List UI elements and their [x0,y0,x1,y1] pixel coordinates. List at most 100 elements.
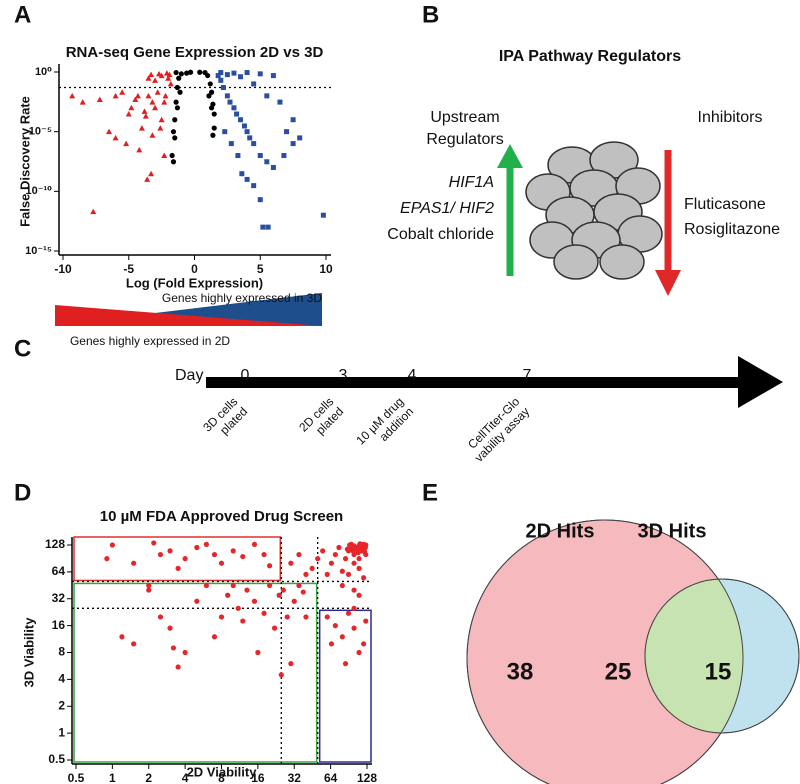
point [167,625,173,631]
x-tick-label: 128 [357,771,377,784]
point [163,70,170,76]
point [270,73,276,79]
point [165,75,172,81]
point [351,625,357,631]
point [123,140,130,147]
regulator: Cobalt chloride [387,226,494,243]
point [154,89,161,95]
point [170,645,177,651]
x-tick-label: 4 [182,771,189,784]
point [280,587,286,593]
point [224,93,230,99]
point [238,117,244,123]
down-arrow [655,150,681,296]
point [173,99,179,105]
panel-label: E [422,479,438,506]
point [324,571,330,577]
y-tick-label: 4 [58,672,65,686]
point [231,105,237,111]
point [146,587,152,593]
point [109,542,115,548]
point [351,605,357,611]
point [144,176,151,182]
point [278,672,284,678]
point [320,548,326,554]
point [211,634,218,640]
point [218,560,225,566]
y-tick-label: 64 [52,564,66,578]
point [339,568,345,574]
point [239,171,245,177]
point [222,129,228,135]
panel-label: A [14,1,31,28]
point [169,152,175,159]
x-tick-label: 8 [218,771,225,784]
y-tick-label: 10⁰ [35,66,52,78]
day: 3 [339,367,348,384]
point [106,128,113,135]
point [207,81,213,87]
point [208,105,215,111]
x-tick-label: -10 [54,262,72,276]
x-tick-label: -5 [123,262,134,276]
x-tick-label: 2 [145,771,152,784]
point [157,125,164,131]
point [176,75,182,81]
point [132,96,139,102]
x-tick-label: 1 [109,771,116,784]
point [320,212,326,218]
outline [466,519,744,784]
point [174,84,181,91]
point [244,587,250,593]
point [284,614,290,620]
up-arrow [497,144,523,276]
point [157,614,164,620]
point [332,623,338,629]
point [211,125,217,131]
point [125,111,132,117]
inhibitor: Fluticasone [684,196,766,213]
point [218,614,225,620]
point [361,575,367,581]
panel-label: D [14,479,31,506]
y-tick-label: 128 [45,537,65,551]
point [148,71,155,78]
point [157,551,164,558]
region-count: 25 [605,658,632,685]
point [328,641,335,647]
y-tick-label: 1 [58,725,65,739]
point [355,550,361,556]
point [220,85,226,91]
set-name: 2D Hits [526,520,595,542]
point [69,92,76,99]
point [300,589,306,595]
point [351,587,357,593]
point [356,649,362,656]
chart-title: 10 µM FDA Approved Drug Screen [100,508,343,525]
point [260,224,266,230]
point [142,113,149,119]
point [247,135,253,141]
point [138,125,145,131]
region-count: 15 [705,658,732,685]
point [356,565,362,572]
day: 0 [241,367,250,384]
hit-region [73,582,318,763]
point [328,560,335,566]
point [251,141,257,147]
point [255,649,261,656]
point [261,610,267,616]
panel-label: C [14,335,31,362]
annotation: Genes highly expressed in 3D [162,291,322,305]
point [251,541,258,547]
inhibitor: Rosiglitazone [684,221,780,238]
point [332,551,338,558]
point [281,153,287,159]
point [149,132,156,138]
point [235,605,241,611]
y-tick-label: 2 [58,698,65,712]
point [309,565,315,572]
point [119,89,126,95]
point [231,70,237,76]
y-axis-label: 3D Viability [21,617,36,688]
